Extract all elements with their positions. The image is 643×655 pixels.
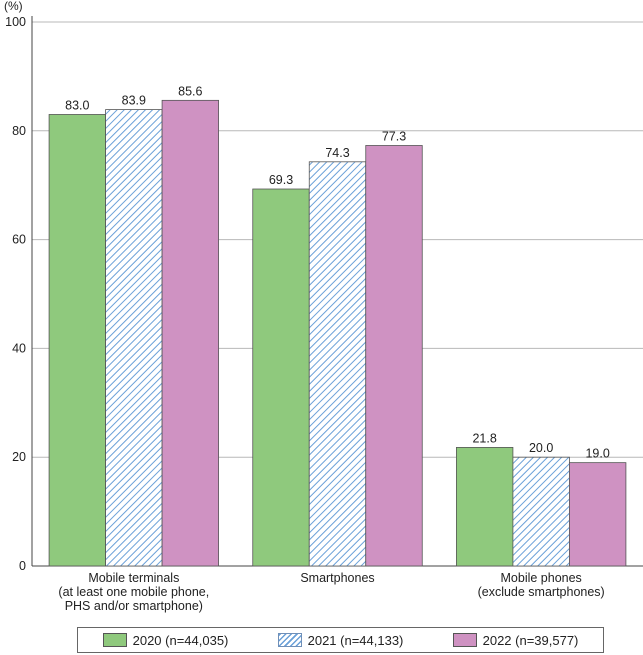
category-label-2-line0: Mobile phones — [501, 571, 582, 585]
y-tick-label-80: 80 — [12, 124, 26, 138]
bar-2020-cat2 — [456, 447, 514, 567]
bar-2022-cat1 — [365, 145, 423, 567]
bar-2020-cat1 — [252, 188, 310, 567]
legend: 2020 (n=44,035) 2021 (n=44,133) 2022 (n=… — [77, 627, 604, 653]
value-label-2021-cat2: 20.0 — [529, 441, 553, 455]
y-tick-label-0: 0 — [19, 559, 26, 573]
bar-2021-cat2 — [512, 456, 570, 567]
bars — [48, 99, 627, 567]
value-label-2020-cat1: 69.3 — [269, 173, 293, 187]
bar-2022-cat2 — [569, 462, 627, 567]
category-label-0-line2: PHS and/or smartphone) — [65, 599, 203, 613]
category-label-0-line1: (at least one mobile phone, — [58, 585, 209, 599]
legend-label-2020: 2020 (n=44,035) — [132, 632, 229, 648]
category-label-0-line0: Mobile terminals — [88, 571, 179, 585]
legend-swatch-2021 — [277, 633, 302, 647]
y-unit-label: (%) — [4, 0, 23, 13]
legend-label-2022: 2022 (n=39,577) — [482, 632, 579, 648]
value-label-2022-cat2: 19.0 — [585, 447, 609, 461]
bar-2021-cat0 — [105, 109, 163, 567]
legend-label-2021: 2021 (n=44,133) — [307, 632, 404, 648]
y-tick-label-20: 20 — [12, 450, 26, 464]
legend-swatch-2022 — [452, 633, 477, 647]
legend-item-2020: 2020 (n=44,035) — [102, 632, 229, 648]
value-label-2020-cat0: 83.0 — [65, 98, 89, 112]
legend-item-2022: 2022 (n=39,577) — [452, 632, 579, 648]
value-label-2021-cat1: 74.3 — [325, 146, 349, 160]
category-label-2-line1: (exclude smartphones) — [478, 585, 605, 599]
value-label-2022-cat0: 85.6 — [178, 84, 202, 98]
legend-item-2021: 2021 (n=44,133) — [277, 632, 404, 648]
bar-2022-cat0 — [161, 99, 219, 567]
category-label-1-line0: Smartphones — [300, 571, 374, 585]
y-tick-label-40: 40 — [12, 341, 26, 355]
legend-swatch-2020 — [102, 633, 127, 647]
labels: 0 20 40 60 80 100 (%) 83.0 83.9 85.6 Mobile termin… — [4, 0, 610, 613]
value-label-2022-cat1: 77.3 — [382, 129, 406, 143]
value-label-2020-cat2: 21.8 — [472, 431, 496, 445]
y-tick-label-60: 60 — [12, 233, 26, 247]
bar-2021-cat1 — [308, 161, 367, 567]
y-tick-label-100: 100 — [5, 15, 26, 29]
value-label-2021-cat0: 83.9 — [122, 94, 146, 108]
bar-2020-cat0 — [48, 114, 106, 567]
